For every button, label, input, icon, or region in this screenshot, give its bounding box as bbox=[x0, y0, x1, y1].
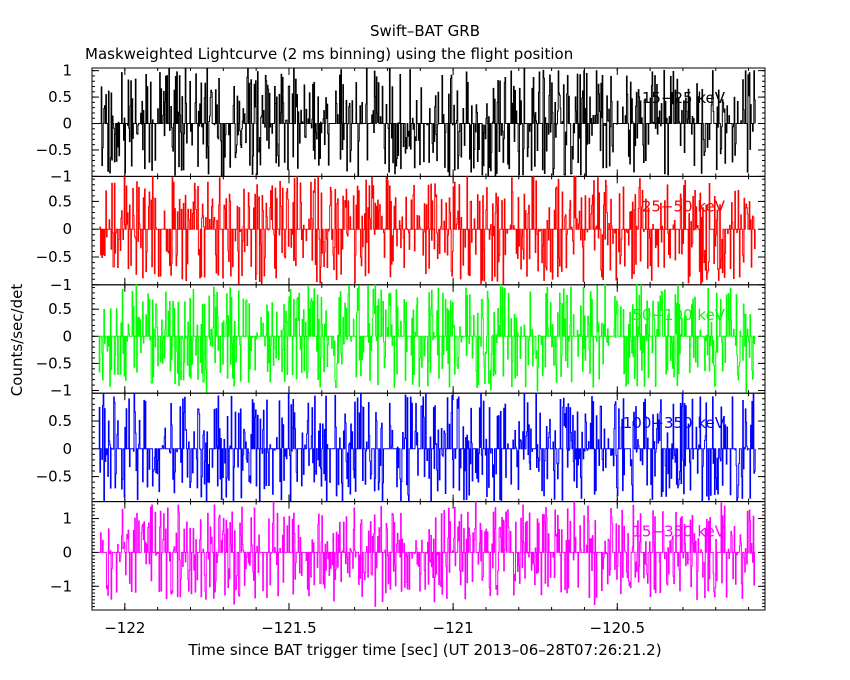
y-tick-label: −1 bbox=[50, 577, 72, 595]
y-tick-label: −1 bbox=[50, 276, 72, 294]
series-line bbox=[98, 501, 756, 607]
series-label: 25−50 keV bbox=[642, 197, 726, 215]
y-tick-label: 0 bbox=[62, 220, 72, 238]
y-tick-label: 0.5 bbox=[48, 300, 72, 318]
x-tick-label: −120.5 bbox=[590, 619, 646, 637]
y-tick-label: −1 bbox=[50, 167, 72, 185]
chart-subtitle: Maskweighted Lightcurve (2 ms binning) u… bbox=[85, 45, 573, 63]
series-label: 100−350 keV bbox=[623, 414, 726, 432]
panels-group: −1 −0.5 0 0.5 1 15−25 keV −1 −0.5 0 0.5 25−50 keV −… bbox=[36, 62, 766, 637]
chart-title: Swift–BAT GRB bbox=[370, 22, 480, 40]
series-label: 15−25 keV bbox=[642, 89, 726, 107]
panel-frame bbox=[91, 392, 766, 503]
y-tick-label: 0 bbox=[62, 327, 72, 345]
y-tick-label: −0.5 bbox=[36, 248, 72, 266]
y-tick-label: 0 bbox=[62, 115, 72, 133]
series-label: 15−350 keV bbox=[632, 523, 725, 541]
series-line bbox=[98, 284, 756, 394]
x-tick-label: −121 bbox=[433, 619, 474, 637]
x-axis-label: Time since BAT trigger time [sec] (UT 20… bbox=[187, 641, 661, 659]
y-tick-label: −0.5 bbox=[36, 141, 72, 159]
y-tick-label: 1 bbox=[62, 510, 72, 528]
y-tick-label: −1 bbox=[50, 381, 72, 399]
series-label: 50−100 keV bbox=[632, 306, 725, 324]
y-tick-label: 1 bbox=[62, 62, 72, 80]
y-tick-label: −0.5 bbox=[36, 468, 72, 486]
series-line bbox=[98, 67, 756, 177]
y-tick-label: 0.5 bbox=[48, 412, 72, 430]
y-tick-label: 0 bbox=[62, 543, 72, 561]
y-tick-label: −0.5 bbox=[36, 354, 72, 372]
series-line bbox=[98, 175, 756, 286]
x-tick-label: −122 bbox=[104, 619, 145, 637]
y-tick-label: 0 bbox=[62, 440, 72, 458]
y-tick-label: 0.5 bbox=[48, 88, 72, 106]
x-tick-label: −121.5 bbox=[261, 619, 317, 637]
y-axis-label: Counts/sec/det bbox=[8, 284, 26, 397]
y-tick-label: 0.5 bbox=[48, 192, 72, 210]
series-line bbox=[98, 392, 756, 503]
